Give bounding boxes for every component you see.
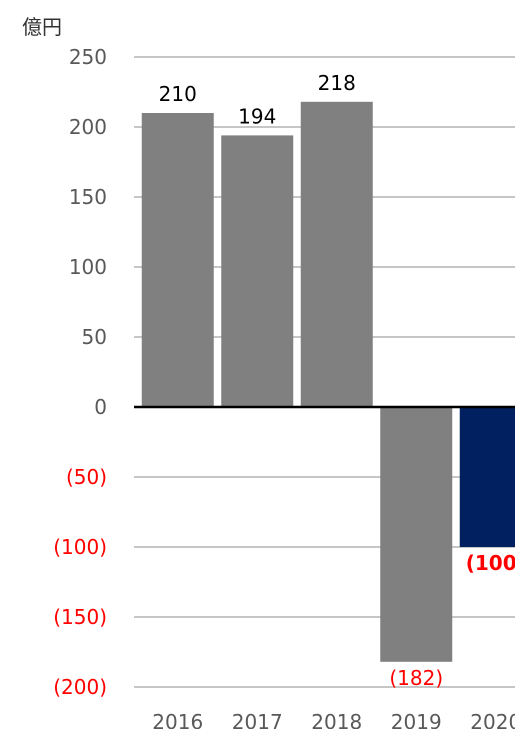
y-tick-label: 250: [69, 45, 107, 69]
bar: [300, 101, 373, 408]
y-tick-label: (50): [66, 465, 107, 489]
value-label: (182): [389, 666, 443, 690]
y-tick-label: 0: [94, 395, 107, 419]
y-unit: 億円: [22, 15, 62, 39]
x-tick-label: 2017: [232, 710, 283, 729]
bar: [459, 407, 515, 547]
y-tick-label: (100): [53, 535, 107, 559]
y-tick-label: (150): [53, 605, 107, 629]
value-label: 210: [159, 82, 197, 106]
bar: [221, 135, 294, 407]
x-tick-label: 2016: [152, 710, 203, 729]
value-label: 194: [238, 104, 276, 128]
y-tick-label: 200: [69, 115, 107, 139]
y-tick-label: 50: [82, 325, 107, 349]
y-tick-label: (200): [53, 675, 107, 699]
bar: [141, 113, 214, 407]
value-label: 218: [318, 71, 356, 95]
x-tick-label: 2018: [311, 710, 362, 729]
x-tick-label: 2019: [391, 710, 442, 729]
x-tick-label: 2020: [470, 710, 515, 729]
y-tick-label: 150: [69, 185, 107, 209]
bar: [380, 407, 453, 662]
value-label: (100): [466, 551, 515, 575]
y-tick-label: 100: [69, 255, 107, 279]
